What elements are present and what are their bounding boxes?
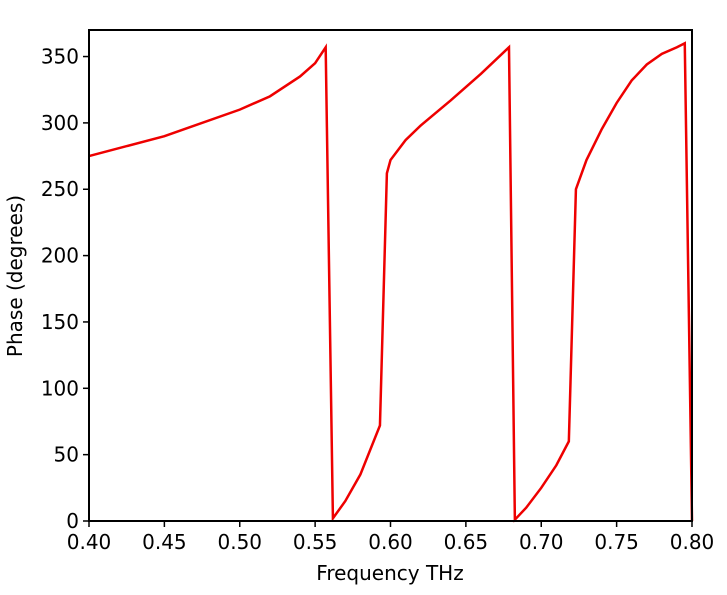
x-tick-label: 0.55	[293, 530, 338, 554]
y-tick-label: 250	[41, 177, 79, 201]
plot-frame	[88, 29, 693, 522]
y-tick-label: 0	[66, 509, 79, 533]
y-tick-label: 100	[41, 376, 79, 400]
x-tick-label: 0.40	[67, 530, 112, 554]
y-tick-label: 150	[41, 310, 79, 334]
y-tick-label: 50	[54, 443, 79, 467]
x-tick-label: 0.65	[444, 530, 489, 554]
x-axis-label: Frequency THz	[316, 561, 463, 585]
x-tick-label: 0.70	[519, 530, 564, 554]
y-tick-label: 300	[41, 111, 79, 135]
x-tick-label: 0.50	[217, 530, 262, 554]
x-tick-label: 0.45	[142, 530, 187, 554]
x-tick-label: 0.60	[368, 530, 413, 554]
y-tick-label: 350	[41, 45, 79, 69]
x-tick-label: 0.80	[670, 530, 715, 554]
y-tick-label: 200	[41, 244, 79, 268]
y-axis-label: Phase (degrees)	[3, 195, 27, 357]
x-tick-label: 0.75	[594, 530, 639, 554]
line-series	[88, 41, 694, 523]
